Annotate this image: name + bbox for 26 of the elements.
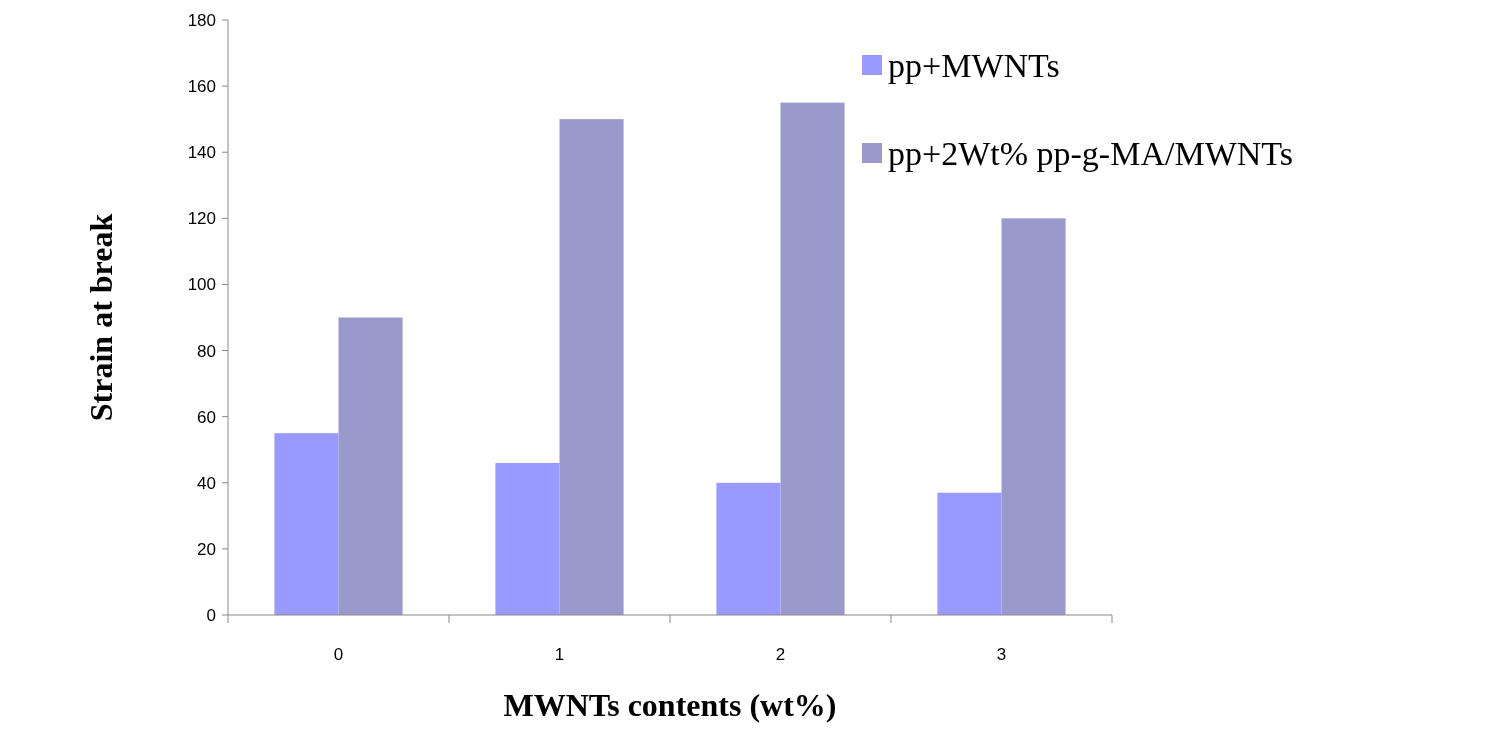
bar [780,102,845,615]
y-tick-label: 20 [197,539,216,559]
x-tick-label: 3 [996,645,1007,664]
y-tick-label: 180 [187,10,216,30]
x-tick-label: 1 [554,645,565,664]
y-tick-label: 120 [187,209,216,229]
y-tick-label: 40 [197,473,216,493]
y-tick-label: 60 [197,407,216,427]
x-tick-label: 0 [333,645,344,664]
x-axis-title: MWNTs contents (wt%) [503,687,837,723]
y-tick-label: 80 [197,341,216,361]
y-tick-label: 100 [187,275,216,295]
y-axis-title: Strain at break [83,213,119,422]
bar [274,433,339,615]
y-tick-label: 0 [206,605,216,625]
legend-label: pp+MWNTs [888,46,1060,84]
bar [937,492,1002,615]
bar [338,317,403,615]
bar [495,462,560,615]
bar [716,482,781,615]
legend-label: pp+2Wt% pp-g-MA/MWNTs [888,134,1293,172]
y-tick-label: 160 [187,77,216,97]
bar [559,119,624,615]
x-tick-label: 2 [775,645,786,664]
bar [1001,218,1066,615]
y-tick-label: 140 [187,143,216,163]
